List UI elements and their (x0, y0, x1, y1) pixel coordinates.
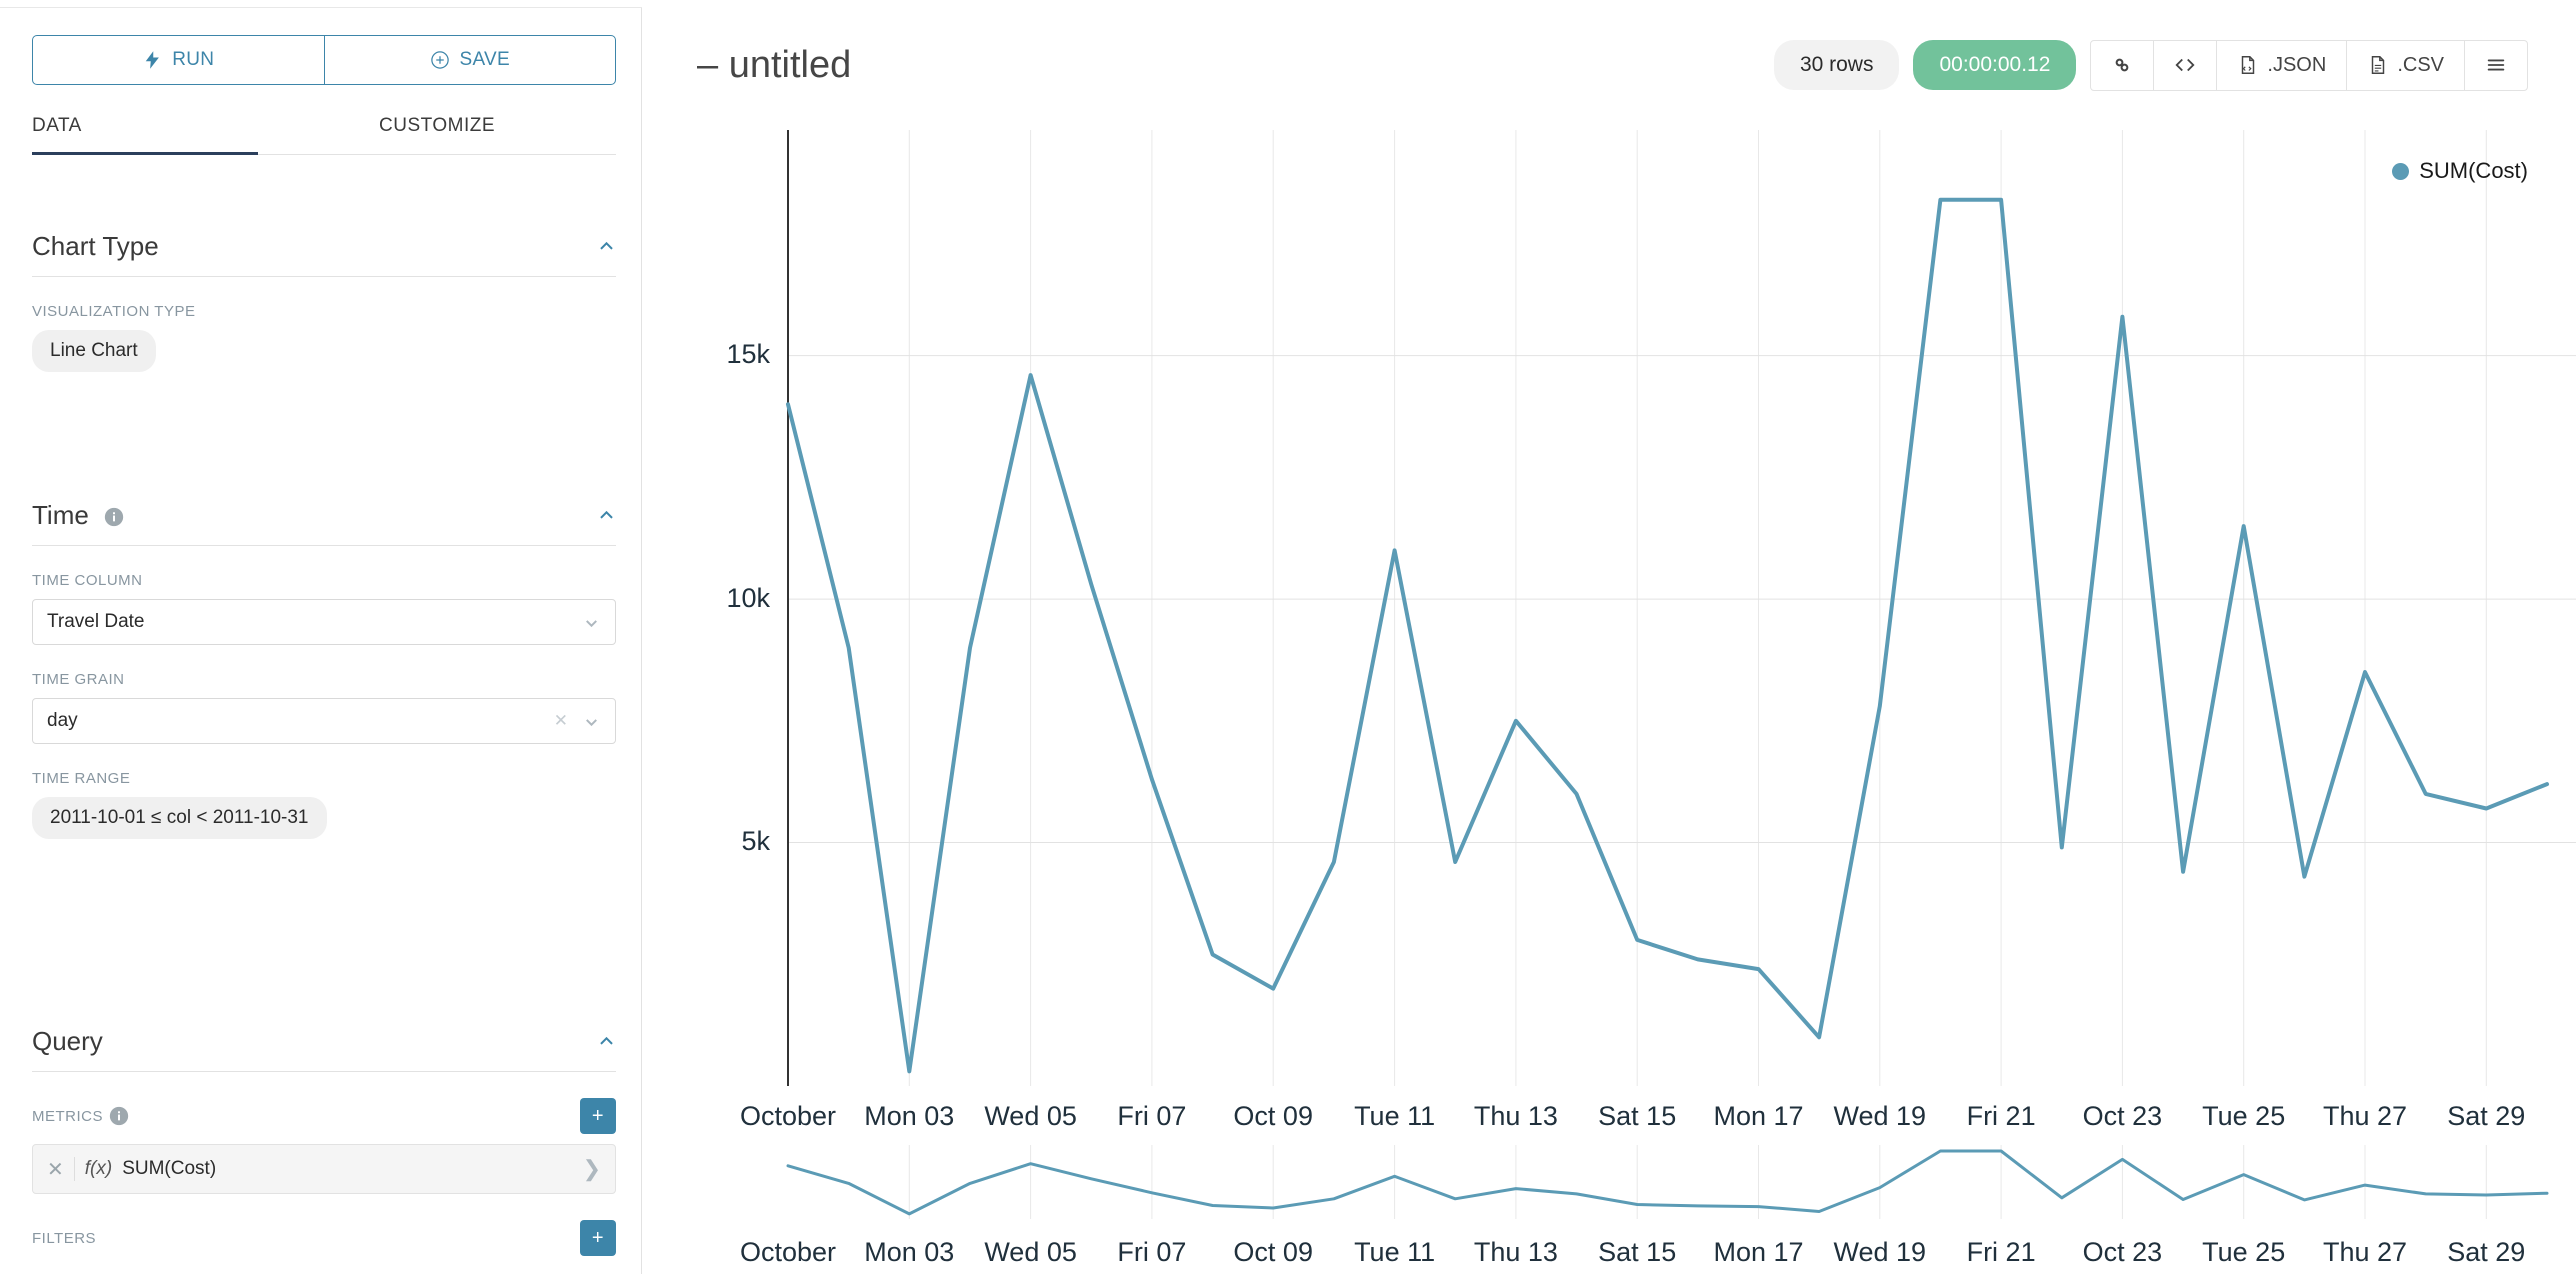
svg-text:Wed 05: Wed 05 (984, 1237, 1077, 1267)
svg-text:Oct 23: Oct 23 (2083, 1101, 2163, 1131)
svg-text:Mon 03: Mon 03 (864, 1101, 954, 1131)
svg-text:5k: 5k (741, 826, 770, 856)
svg-text:Tue 11: Tue 11 (1354, 1237, 1435, 1267)
svg-text:Sat 15: Sat 15 (1598, 1101, 1676, 1131)
svg-text:Oct 23: Oct 23 (2083, 1237, 2163, 1267)
svg-text:Thu 27: Thu 27 (2323, 1237, 2407, 1267)
svg-text:October: October (740, 1237, 836, 1267)
svg-text:Oct 09: Oct 09 (1233, 1237, 1313, 1267)
svg-text:October: October (740, 1101, 836, 1131)
svg-text:Thu 13: Thu 13 (1474, 1101, 1558, 1131)
svg-text:Tue 11: Tue 11 (1354, 1101, 1435, 1131)
svg-text:Fri 21: Fri 21 (1967, 1101, 2036, 1131)
svg-text:Fri 07: Fri 07 (1117, 1237, 1186, 1267)
svg-text:Wed 05: Wed 05 (984, 1101, 1077, 1131)
svg-text:Mon 17: Mon 17 (1713, 1101, 1803, 1131)
svg-text:Oct 09: Oct 09 (1233, 1101, 1313, 1131)
svg-text:Fri 21: Fri 21 (1967, 1237, 2036, 1267)
svg-text:Thu 13: Thu 13 (1474, 1237, 1558, 1267)
svg-text:Sat 29: Sat 29 (2447, 1101, 2525, 1131)
svg-text:Mon 17: Mon 17 (1713, 1237, 1803, 1267)
svg-text:Thu 27: Thu 27 (2323, 1101, 2407, 1131)
svg-text:15k: 15k (726, 339, 770, 369)
svg-text:Sat 29: Sat 29 (2447, 1237, 2525, 1267)
svg-text:Tue 25: Tue 25 (2202, 1237, 2285, 1267)
svg-text:10k: 10k (726, 583, 770, 613)
svg-text:Mon 03: Mon 03 (864, 1237, 954, 1267)
svg-text:Tue 25: Tue 25 (2202, 1101, 2285, 1131)
svg-text:Wed 19: Wed 19 (1834, 1101, 1927, 1131)
svg-text:Wed 19: Wed 19 (1834, 1237, 1927, 1267)
svg-text:Fri 07: Fri 07 (1117, 1101, 1186, 1131)
svg-text:Sat 15: Sat 15 (1598, 1237, 1676, 1267)
